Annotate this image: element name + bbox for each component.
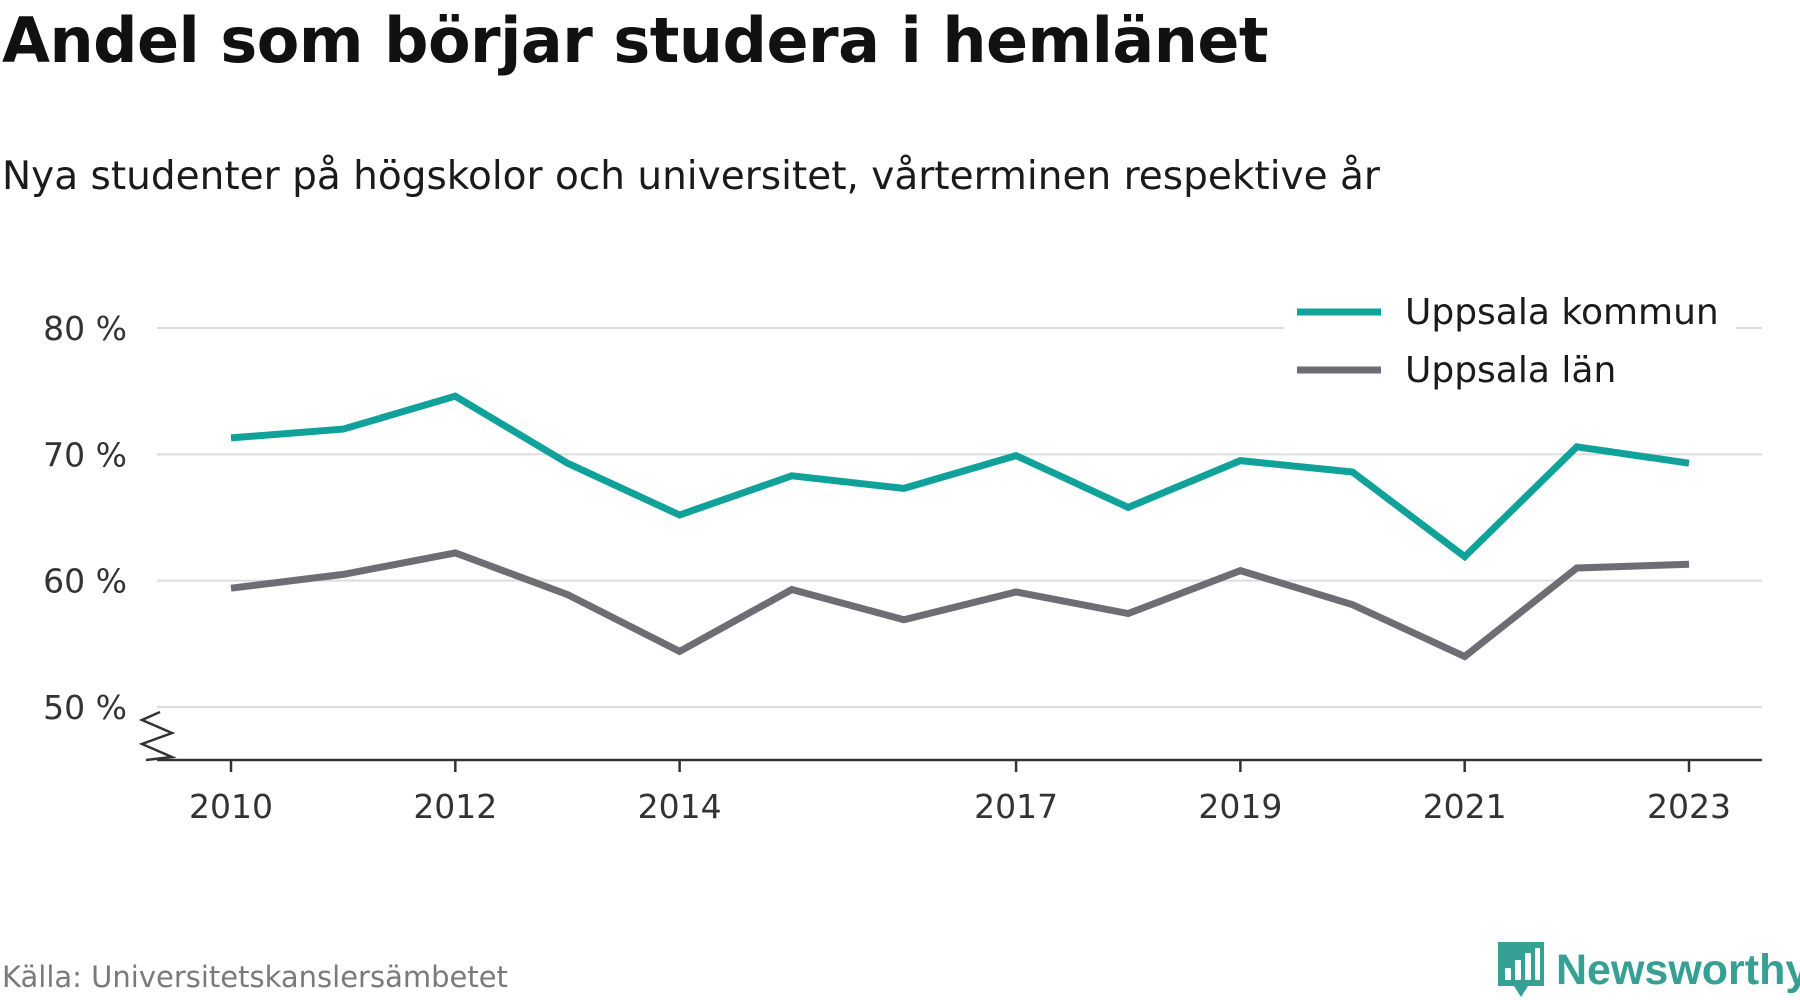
x-tick-label: 2010	[189, 787, 273, 826]
source-note: Källa: Universitetskanslersämbetet	[2, 960, 508, 994]
y-axis-break	[138, 710, 177, 762]
x-tick-label: 2023	[1647, 787, 1731, 826]
series-line-uppsala-lan	[230, 549, 1690, 661]
chart-subtitle: Nya studenter på högskolor och universit…	[2, 154, 1380, 199]
legend-label: Uppsala län	[1405, 350, 1616, 391]
chart-title: Andel som börjar studera i hemlänet	[2, 4, 1269, 77]
y-tick-label: 70 %	[43, 435, 127, 474]
y-tick-label: 60 %	[43, 562, 127, 601]
grid-lines: 50 % 60 % 70 % 80 %	[43, 309, 1762, 762]
line-chart: 50 % 60 % 70 % 80 % 2010 2012 2014 2017 2019 202…	[43, 282, 1762, 826]
brand-logo: Newsworthy	[1496, 940, 1800, 1000]
x-tick-label: 2019	[1198, 787, 1282, 826]
y-tick-label: 80 %	[43, 309, 127, 348]
brand-name: Newsworthy	[1556, 945, 1800, 994]
series-line-uppsala-kommun	[230, 392, 1690, 562]
x-tick-label: 2021	[1423, 787, 1507, 826]
x-axis: 2010 2012 2014 2017 2019 2021 2023	[157, 758, 1762, 826]
x-tick-label: 2017	[974, 787, 1058, 826]
newsworthy-logo-icon	[1498, 942, 1544, 997]
y-tick-label: 50 %	[43, 688, 127, 727]
legend-label: Uppsala kommun	[1405, 292, 1719, 333]
series-lines	[230, 392, 1690, 661]
x-tick-label: 2014	[638, 787, 722, 826]
x-tick-label: 2012	[413, 787, 497, 826]
legend: Uppsala kommun Uppsala län	[1284, 282, 1736, 391]
